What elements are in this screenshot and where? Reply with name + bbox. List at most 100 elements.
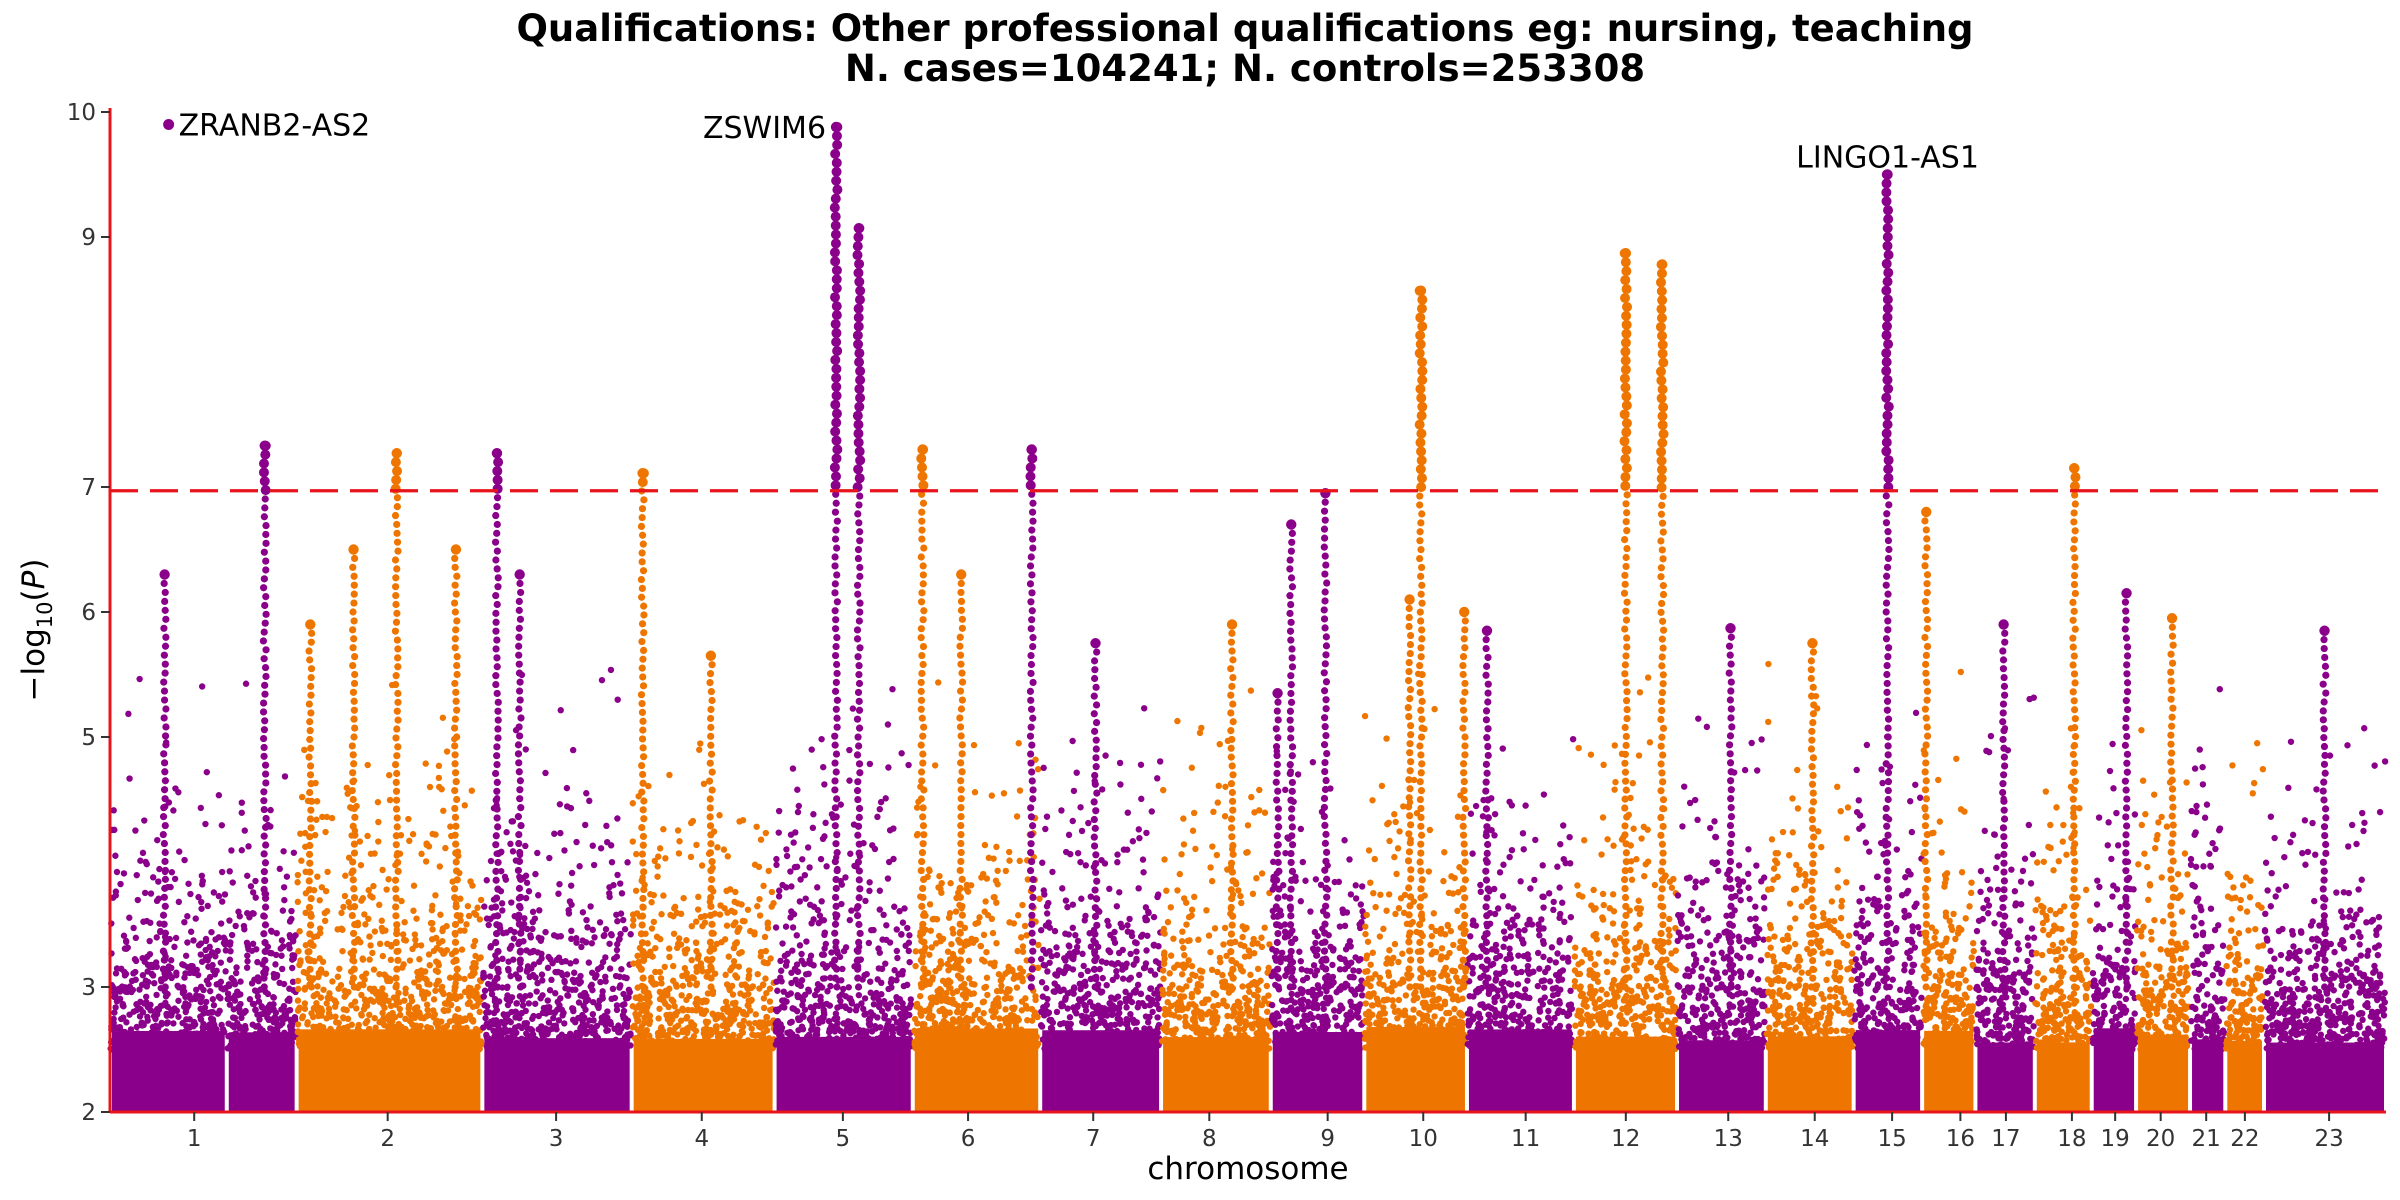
snp-point — [1062, 897, 1070, 904]
snp-point — [130, 1008, 137, 1015]
snp-point — [487, 943, 495, 950]
snp-point — [590, 998, 597, 1006]
snp-point — [432, 892, 439, 899]
snp-point — [772, 924, 780, 931]
snp-point — [787, 831, 795, 838]
snp-point — [111, 1009, 118, 1016]
snp-point — [232, 969, 240, 977]
snp-point — [206, 987, 214, 995]
snp-point — [464, 902, 472, 910]
snp-point — [126, 914, 133, 921]
snp-point — [314, 873, 321, 880]
snp-point — [226, 995, 233, 1002]
snp-point — [833, 1015, 841, 1022]
snp-point — [308, 1034, 315, 1041]
snp-point — [209, 996, 217, 1003]
snp-point — [1052, 1045, 1059, 1052]
snp-point — [1231, 1044, 1238, 1052]
snp-point — [476, 916, 484, 923]
snp-point — [906, 932, 913, 939]
chart-subtitle: N. cases=104241; N. controls=253308 — [845, 47, 1645, 90]
snp-point — [214, 1010, 222, 1017]
snp-point — [582, 1030, 589, 1037]
snp-point — [1393, 870, 1400, 878]
snp-point — [1352, 882, 1359, 889]
snp-point — [288, 915, 295, 923]
snp-point — [359, 955, 366, 962]
snp-point — [426, 961, 433, 969]
snp-point — [1176, 870, 1184, 878]
snp-point — [1106, 1000, 1114, 1007]
snp-point — [1059, 1039, 1066, 1047]
snp-point — [1139, 856, 1147, 863]
snp-point — [796, 898, 804, 905]
chromosome-band — [107, 675, 230, 1112]
snp-point — [402, 1025, 409, 1033]
snp-point — [487, 857, 495, 865]
snp-point — [681, 964, 689, 972]
snp-point — [1285, 1017, 1293, 1025]
snp-point — [933, 916, 941, 923]
snp-point — [670, 1029, 677, 1036]
snp-point — [1138, 795, 1145, 803]
snp-point — [1137, 761, 1145, 768]
snp-point — [420, 1014, 428, 1022]
snp-point — [251, 987, 259, 994]
snp-point — [686, 992, 693, 1000]
snp-point — [1123, 846, 1131, 853]
snp-point — [1124, 1025, 1132, 1033]
snp-point — [613, 1002, 621, 1009]
snp-point — [1143, 829, 1150, 837]
snp-point — [817, 993, 824, 1001]
snp-point — [1043, 985, 1050, 992]
snp-point — [735, 963, 743, 970]
snp-point — [879, 936, 886, 943]
snp-point — [673, 983, 680, 990]
snp-point — [205, 1038, 212, 1045]
snp-point — [776, 1046, 784, 1053]
snp-point — [728, 907, 735, 914]
snp-point — [506, 1027, 514, 1034]
snp-point — [491, 1036, 498, 1044]
snp-point — [618, 890, 626, 897]
snp-point — [946, 910, 954, 917]
snp-point — [341, 892, 349, 900]
snp-point — [877, 798, 885, 806]
snp-point — [763, 1014, 771, 1021]
snp-point — [822, 940, 830, 948]
snp-point — [636, 1032, 644, 1039]
snp-point — [1012, 1019, 1019, 1027]
snp-point — [985, 854, 993, 862]
snp-point — [946, 1024, 954, 1032]
snp-point — [1103, 981, 1110, 989]
snp-point — [126, 1043, 133, 1051]
snp-point — [120, 1014, 127, 1021]
snp-point — [1355, 967, 1363, 975]
snp-point — [688, 922, 696, 930]
snp-point — [725, 953, 732, 960]
snp-point — [1245, 947, 1253, 954]
snp-point — [1298, 989, 1306, 997]
snp-point — [440, 807, 447, 814]
snp-point — [443, 1000, 451, 1007]
snp-point — [415, 983, 422, 990]
snp-point — [621, 1021, 629, 1029]
snp-point — [553, 1026, 560, 1033]
snp-point — [543, 1041, 550, 1049]
snp-point — [1234, 998, 1242, 1005]
snp-point — [112, 852, 119, 859]
snp-point — [674, 827, 682, 834]
snp-point — [584, 996, 592, 1004]
snp-point — [1058, 1003, 1065, 1010]
snp-point — [606, 965, 614, 972]
snp-point — [422, 760, 429, 767]
snp-point — [510, 956, 517, 963]
snp-point — [548, 976, 555, 984]
snp-point — [308, 1010, 315, 1017]
snp-point — [366, 1011, 373, 1019]
snp-point — [1014, 1042, 1021, 1049]
snp-point — [669, 1037, 676, 1044]
snp-point — [461, 988, 469, 996]
snp-point — [765, 867, 772, 875]
snp-point — [765, 1020, 773, 1027]
